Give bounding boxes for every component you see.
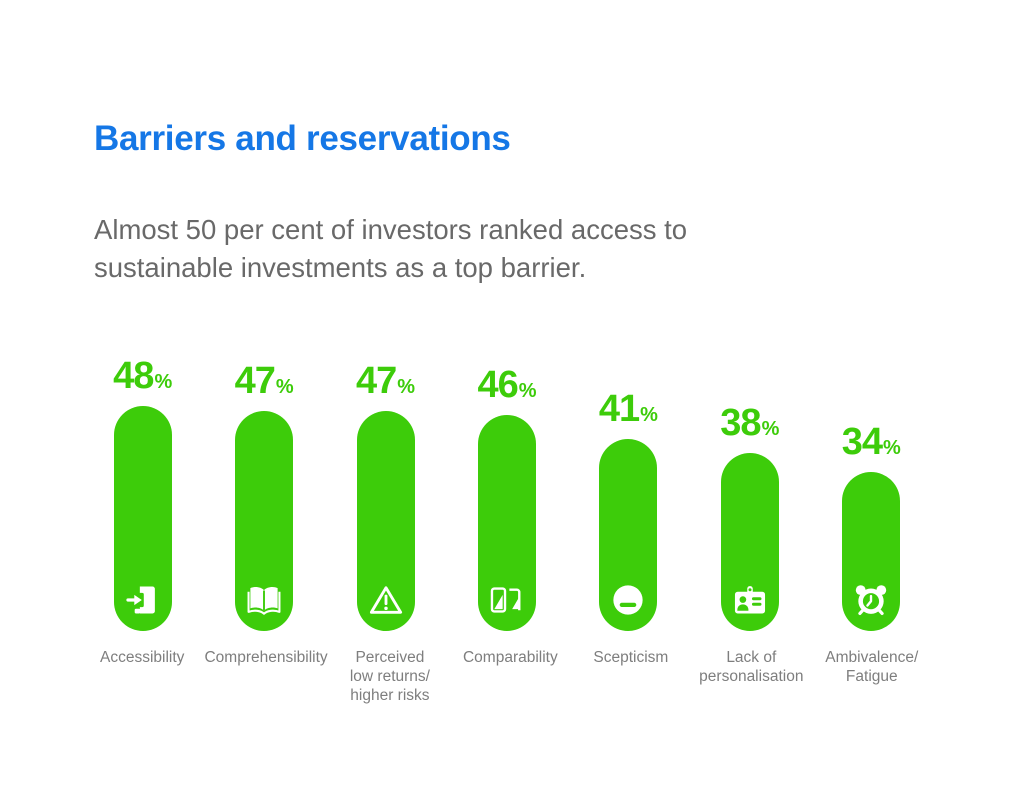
bar-column: 34% [811,420,932,631]
id-card-icon [731,581,769,619]
category-label: Ambivalence/ Fatigue [825,649,919,685]
bar-pill [477,415,536,631]
value-label: 47% [356,359,416,402]
bar-pill [235,410,294,631]
category-label: Accessibility [100,649,185,666]
compare-cards-icon [488,581,526,619]
bar-pill [842,471,901,631]
bar-pill [720,452,779,631]
value-label: 48% [113,354,173,397]
value-label: 41% [598,387,658,430]
category-label: Scepticism [593,649,669,666]
category-label: Perceived low returns/ higher risks [349,649,430,704]
category-label: Comparability [462,649,558,666]
category-label: Comprehensibility [204,649,328,666]
bar-pill [113,405,172,631]
category-label: Lack of personalisation [699,649,804,685]
bar-column: 47% [203,362,324,631]
page-title: Barriers and reservations [94,119,511,159]
bar-chart: 48% 47% 47% 46% 41% 38% 34% [82,340,932,631]
bar-column: 41% [568,390,689,631]
value-label: 38% [720,401,780,444]
value-label: 47% [234,359,294,402]
bar-column: 46% [446,366,567,631]
bar-pill [599,438,658,631]
category-labels: Accessibility Comprehensibility Perceived … [82,648,932,705]
minus-circle-icon [609,581,647,619]
door-enter-icon [124,581,162,619]
open-book-icon [245,581,283,619]
warning-triangle-icon [367,581,405,619]
value-label: 34% [841,420,901,463]
alarm-clock-icon [852,581,890,619]
bar-column: 48% [82,357,203,631]
bar-column: 38% [689,404,810,631]
value-label: 46% [477,364,537,407]
bar-column: 47% [325,362,446,631]
page-subtitle: Almost 50 per cent of investors ranked a… [94,213,688,283]
bar-pill [356,410,415,631]
